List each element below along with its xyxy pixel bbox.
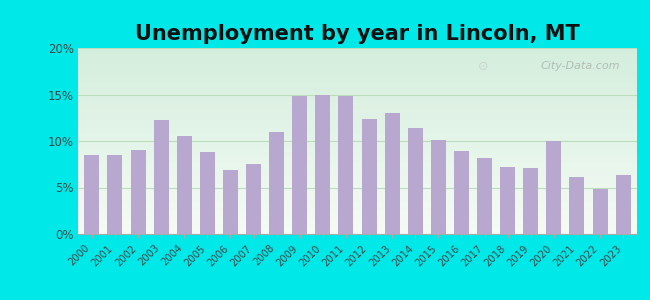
Bar: [569, 177, 584, 234]
Bar: [223, 170, 238, 234]
Bar: [153, 120, 168, 234]
Bar: [177, 136, 192, 234]
Bar: [385, 113, 400, 234]
Bar: [454, 151, 469, 234]
Bar: [315, 94, 330, 234]
Text: ⊙: ⊙: [478, 60, 489, 73]
Bar: [361, 119, 376, 234]
Bar: [547, 141, 562, 234]
Title: Unemployment by year in Lincoln, MT: Unemployment by year in Lincoln, MT: [135, 24, 580, 44]
Bar: [339, 96, 354, 234]
Bar: [431, 140, 446, 234]
Bar: [593, 189, 608, 234]
Bar: [200, 152, 215, 234]
Bar: [616, 176, 630, 234]
Bar: [107, 155, 122, 234]
Bar: [477, 158, 492, 234]
Bar: [246, 164, 261, 234]
Bar: [500, 167, 515, 234]
Bar: [292, 96, 307, 234]
Bar: [408, 128, 422, 234]
Text: City-Data.com: City-Data.com: [541, 61, 620, 71]
Bar: [269, 132, 284, 234]
Bar: [84, 155, 99, 234]
Bar: [131, 150, 146, 234]
Bar: [523, 168, 538, 234]
